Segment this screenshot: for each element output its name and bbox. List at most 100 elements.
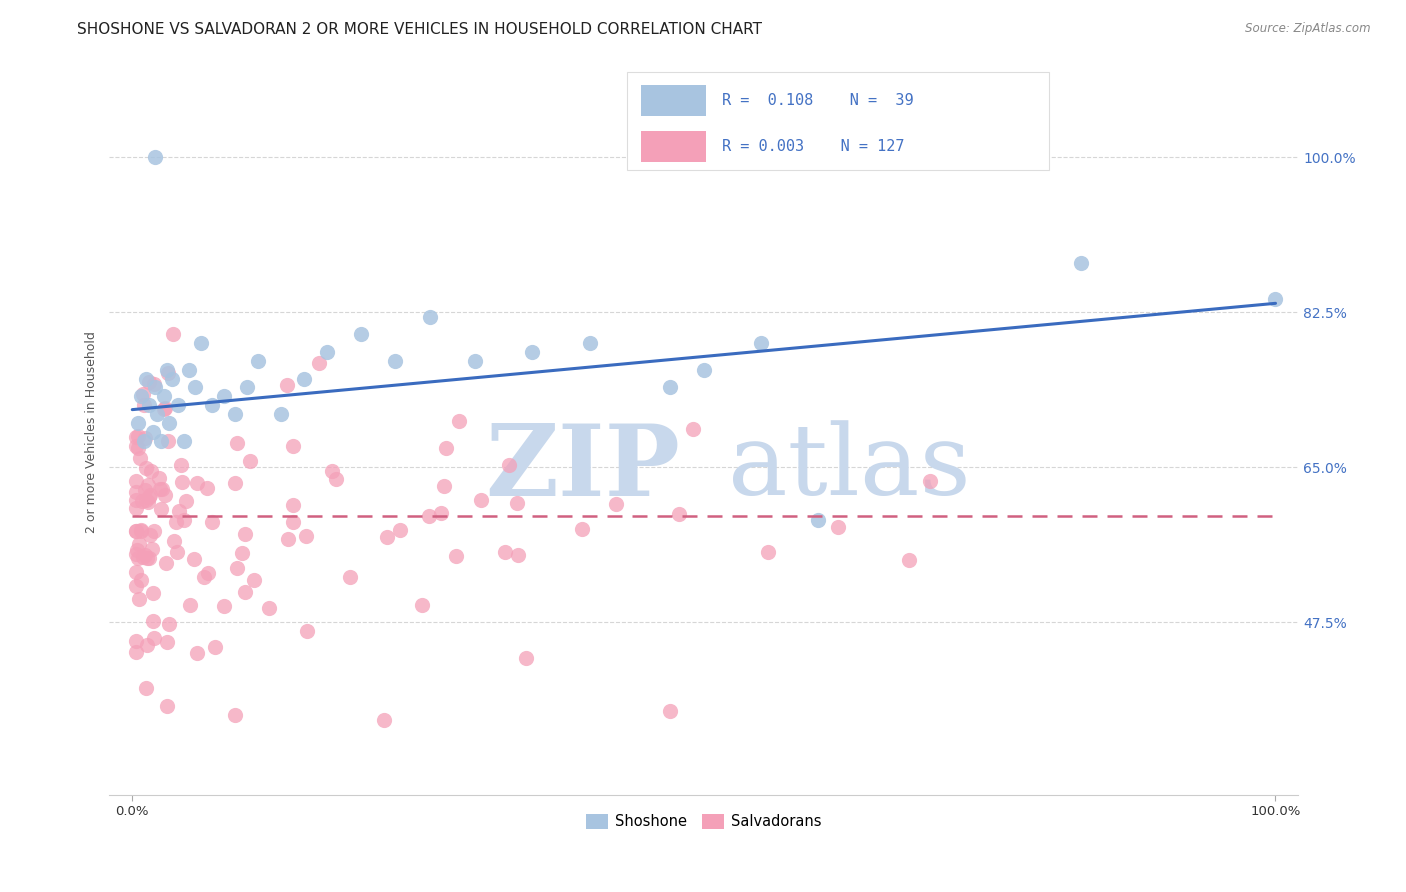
Point — [897, 552, 920, 566]
Point — [170, 458, 193, 472]
Point — [464, 354, 486, 368]
Point — [125, 645, 148, 659]
Point — [201, 398, 224, 412]
Point — [131, 387, 153, 401]
Point — [658, 380, 681, 394]
Point — [1264, 292, 1286, 306]
Point — [149, 434, 172, 448]
Point — [281, 498, 304, 512]
Point — [149, 483, 172, 497]
Point — [141, 542, 163, 557]
Point — [136, 494, 159, 508]
Point — [179, 363, 201, 377]
Point — [152, 402, 174, 417]
Text: R =  0.108    N =  39: R = 0.108 N = 39 — [721, 93, 914, 108]
Point — [1070, 256, 1092, 270]
Point — [281, 439, 304, 453]
Bar — [641, 131, 706, 161]
Point — [308, 356, 330, 370]
Point — [749, 336, 772, 351]
Text: SHOSHONE VS SALVADORAN 2 OR MORE VEHICLES IN HOUSEHOLD CORRELATION CHART: SHOSHONE VS SALVADORAN 2 OR MORE VEHICLE… — [77, 22, 762, 37]
Point — [224, 407, 246, 421]
Point — [522, 345, 544, 359]
Point — [434, 441, 457, 455]
Point — [693, 363, 716, 377]
Point — [233, 527, 256, 541]
Point — [157, 366, 180, 380]
Point — [384, 354, 406, 368]
Point — [226, 561, 249, 575]
Point — [162, 371, 184, 385]
Point — [186, 476, 208, 491]
Point — [165, 516, 187, 530]
Point — [231, 545, 253, 559]
Point — [195, 481, 218, 495]
Point — [325, 472, 347, 486]
Point — [321, 464, 343, 478]
Point — [233, 585, 256, 599]
Point — [125, 547, 148, 561]
Point — [167, 398, 190, 412]
Point — [131, 573, 153, 587]
Point — [920, 474, 942, 488]
Point — [132, 399, 155, 413]
Point — [125, 543, 148, 558]
Point — [605, 497, 627, 511]
Point — [139, 464, 162, 478]
Point — [807, 513, 830, 527]
Point — [257, 600, 280, 615]
Point — [174, 493, 197, 508]
Point — [127, 429, 149, 443]
Point — [138, 398, 160, 412]
Point — [235, 380, 257, 394]
Point — [212, 389, 235, 403]
Point — [128, 537, 150, 551]
Point — [157, 434, 180, 448]
Point — [134, 483, 156, 497]
Point — [682, 422, 704, 436]
Point — [204, 640, 226, 655]
Point — [418, 310, 440, 324]
Point — [156, 634, 179, 648]
Point — [125, 474, 148, 488]
Point — [136, 477, 159, 491]
Point — [668, 507, 690, 521]
Point — [135, 371, 157, 385]
Point — [150, 502, 173, 516]
Point — [179, 598, 201, 612]
Point — [135, 460, 157, 475]
Point — [163, 533, 186, 548]
Point — [190, 336, 212, 351]
Point — [224, 475, 246, 490]
Point — [350, 327, 373, 342]
Point — [153, 401, 176, 416]
Text: R = 0.003    N = 127: R = 0.003 N = 127 — [721, 139, 904, 153]
Point — [128, 591, 150, 606]
Point — [129, 523, 152, 537]
Point — [142, 425, 165, 439]
Point — [827, 520, 849, 534]
Point — [143, 377, 166, 392]
Point — [142, 614, 165, 628]
Y-axis label: 2 or more Vehicles in Household: 2 or more Vehicles in Household — [86, 331, 98, 533]
Point — [138, 375, 160, 389]
Point — [125, 501, 148, 516]
Point — [373, 713, 395, 727]
Point — [173, 513, 195, 527]
Point — [186, 646, 208, 660]
Point — [159, 616, 181, 631]
Point — [515, 651, 537, 665]
Point — [375, 530, 398, 544]
Point — [214, 599, 236, 614]
Point — [150, 482, 173, 496]
Point — [129, 524, 152, 539]
Text: ZIP: ZIP — [485, 419, 681, 516]
Point — [155, 699, 177, 714]
Point — [139, 528, 162, 542]
Point — [429, 506, 451, 520]
Point — [143, 380, 166, 394]
Point — [226, 436, 249, 450]
Point — [197, 566, 219, 580]
Point — [153, 389, 176, 403]
Point — [281, 515, 304, 529]
